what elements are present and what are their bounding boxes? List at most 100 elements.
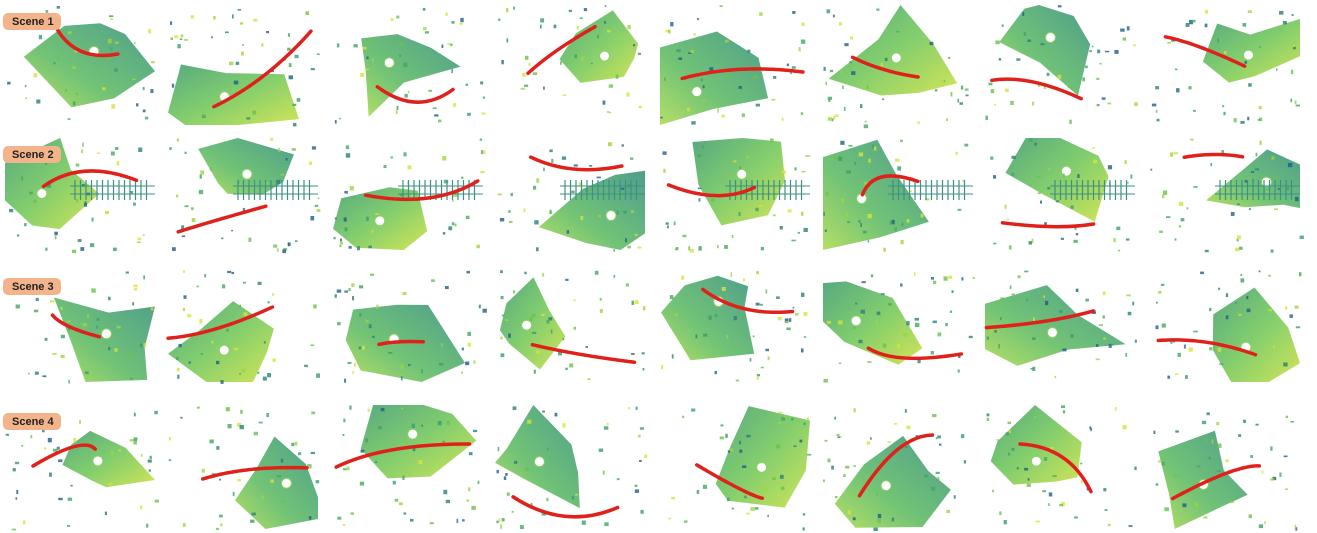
lidar-point (789, 318, 792, 322)
lidar-point (1043, 85, 1046, 90)
lidar-point (948, 275, 953, 279)
lidar-point (333, 237, 336, 240)
lidar-point (176, 367, 180, 372)
lidar-point (496, 469, 499, 474)
lidar-point (216, 446, 220, 450)
lidar-point (403, 152, 407, 157)
lidar-point (823, 211, 825, 216)
scene-label: Scene 2 (12, 149, 54, 161)
lidar-point (1047, 49, 1050, 54)
lidar-point (1223, 111, 1226, 116)
lidar-point (1240, 120, 1245, 124)
lidar-point (110, 18, 114, 21)
lidar-point (714, 371, 717, 375)
lidar-point (697, 18, 699, 21)
lidar-point (368, 324, 372, 329)
lidar-point (1176, 88, 1180, 93)
lidar-point (1258, 270, 1261, 273)
lidar-point (868, 158, 871, 163)
lidar-point (851, 71, 856, 76)
lidar-point (831, 465, 834, 470)
lidar-point (506, 8, 509, 13)
lidar-point (150, 61, 155, 64)
lidar-point (64, 89, 68, 92)
lidar-point (538, 340, 542, 343)
lidar-point (670, 22, 674, 27)
lidar-point (867, 240, 870, 243)
trajectory (680, 67, 805, 81)
lidar-point (280, 458, 284, 463)
lidar-point (668, 29, 671, 34)
lidar-point (623, 210, 627, 214)
lidar-point (259, 158, 262, 163)
lidar-point (1222, 105, 1225, 108)
lidar-point (237, 478, 242, 482)
lidar-point (541, 512, 547, 516)
lidar-point (665, 222, 669, 225)
lidar-point (1032, 366, 1036, 371)
lidar-point (1197, 481, 1199, 486)
lidar-point (1255, 423, 1259, 426)
lidar-point (508, 221, 513, 223)
lidar-point (91, 288, 96, 293)
panel (668, 406, 812, 531)
lidar-point (528, 62, 531, 66)
lidar-point (776, 444, 781, 449)
lidar-point (615, 74, 619, 79)
lidar-point (1193, 186, 1198, 188)
lidar-point (946, 509, 950, 514)
lidar-point (1089, 328, 1093, 331)
trajectory (52, 21, 120, 58)
lidar-point (834, 416, 836, 420)
lidar-point (520, 87, 525, 90)
lidar-point (889, 220, 892, 225)
lidar-point (795, 312, 799, 316)
lidar-point (1055, 200, 1060, 203)
lidar-point (1189, 19, 1193, 25)
lidar-point (925, 198, 930, 201)
lidar-point (403, 512, 407, 515)
lidar-point (1206, 412, 1210, 416)
lidar-point (1230, 212, 1235, 216)
panel (495, 405, 648, 530)
lidar-point (1113, 237, 1116, 243)
lidar-point (504, 319, 509, 322)
lidar-point (719, 436, 724, 440)
ego-vehicle (1060, 165, 1072, 177)
lidar-point (481, 112, 486, 115)
lidar-point (687, 107, 690, 112)
lidar-point (1173, 151, 1178, 155)
lidar-point (1209, 347, 1213, 351)
lidar-point (442, 232, 446, 235)
lidar-point (276, 248, 279, 252)
lidar-point (532, 331, 537, 335)
lidar-point (133, 437, 138, 441)
lidar-point (438, 119, 442, 123)
lidar-point (154, 410, 158, 415)
lidar-point (1205, 9, 1209, 14)
panel (169, 138, 321, 254)
lidar-point (1130, 174, 1133, 179)
lidar-point (1285, 415, 1289, 419)
lidar-point (726, 335, 729, 339)
lidar-point (805, 155, 810, 158)
lidar-point (828, 98, 831, 103)
lidar-point (691, 121, 696, 125)
lidar-point (867, 214, 872, 219)
lidar-point (178, 343, 182, 348)
lidar-point (776, 296, 780, 299)
lidar-point (360, 73, 365, 78)
lidar-point (1218, 287, 1221, 290)
lidar-point (309, 161, 313, 165)
lidar-point (227, 270, 232, 274)
lidar-point (182, 523, 186, 527)
lidar-point (599, 309, 603, 313)
lidar-point (313, 304, 317, 309)
lidar-point (839, 436, 842, 438)
lidar-point (1209, 307, 1212, 312)
lidar-point (852, 327, 856, 330)
lidar-point (961, 277, 964, 281)
point-cloud (499, 277, 566, 370)
lidar-point (276, 475, 282, 478)
lidar-point (825, 81, 828, 86)
